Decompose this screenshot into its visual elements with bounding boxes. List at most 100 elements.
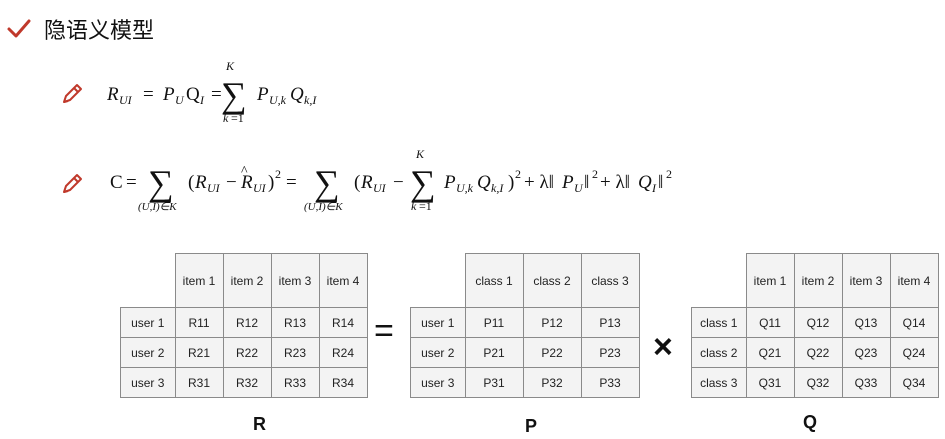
matrix-q-label: Q xyxy=(803,412,818,432)
svg-text:UI: UI xyxy=(373,181,387,195)
table-row: class 2 Q21 Q22 Q23 Q24 xyxy=(691,337,939,368)
svg-text:): ) xyxy=(508,172,514,193)
svg-text:‖: ‖ xyxy=(584,172,589,193)
table-row: user 1 R11 R12 R13 R14 xyxy=(120,307,368,338)
matrix-cell: Q24 xyxy=(889,337,939,368)
table-row: class 1 Q11 Q12 Q13 Q14 xyxy=(691,307,939,338)
svg-text:∑: ∑ xyxy=(148,163,174,203)
svg-text:k: k xyxy=(223,111,229,125)
table-row: user 3 R31 R32 R33 R34 xyxy=(120,367,368,398)
checkmark-icon xyxy=(7,19,31,38)
svg-text:UI: UI xyxy=(253,181,267,195)
matrix-cell: Q23 xyxy=(841,337,891,368)
column-header: item 4 xyxy=(889,253,939,308)
svg-text:P: P xyxy=(162,84,175,105)
row-header: user 3 xyxy=(120,367,176,398)
formula-rui: R UI = P U Q I = K ∑ k =1 P U,k Q k,I xyxy=(106,59,347,137)
page-title: 隐语义模型 xyxy=(44,19,155,44)
svg-text:R: R xyxy=(360,172,373,193)
svg-text:): ) xyxy=(268,172,274,193)
svg-text:2: 2 xyxy=(666,167,672,181)
row-header: user 1 xyxy=(120,307,176,338)
matrix-cell: Q13 xyxy=(841,307,891,338)
table-row: user 1 P11 P12 P13 xyxy=(410,307,640,338)
matrix-cell: Q12 xyxy=(793,307,843,338)
formula-cost-render: C = ∑ (U,I)∈K ( R UI − R ^ UI ) 2 = ∑ (U… xyxy=(110,147,672,213)
matrix-cell: P13 xyxy=(580,307,640,338)
matrix-cell: P21 xyxy=(464,337,524,368)
formula-rui-render: R UI = P U Q I = K ∑ k =1 P U,k Q k,I xyxy=(106,59,317,125)
table-row: class 3 Q31 Q32 Q33 Q34 xyxy=(691,367,939,398)
svg-text:Q: Q xyxy=(186,84,200,105)
matrix-cell: R33 xyxy=(270,367,320,398)
svg-text:∑: ∑ xyxy=(410,163,436,203)
row-header: user 2 xyxy=(410,337,466,368)
svg-text:U,k: U,k xyxy=(456,181,474,195)
column-header: class 3 xyxy=(580,253,640,308)
column-header: item 3 xyxy=(841,253,891,308)
table-row: user 2 P21 P22 P23 xyxy=(410,337,640,368)
table-row: user 3 P31 P32 P33 xyxy=(410,367,640,398)
column-header: item 1 xyxy=(745,253,795,308)
svg-text:−: − xyxy=(393,172,404,193)
matrix-cell: P23 xyxy=(580,337,640,368)
matrix-cell: Q21 xyxy=(745,337,795,368)
matrix-cell: P33 xyxy=(580,367,640,398)
equals-sign: = xyxy=(374,312,394,350)
matrix-p-table: class 1 class 2 class 3 user 1 P11 P12 P… xyxy=(410,253,640,398)
heading-row: 隐语义模型 xyxy=(6,14,154,44)
matrix-cell: R11 xyxy=(174,307,224,338)
matrix-cell: P31 xyxy=(464,367,524,398)
svg-text:UI: UI xyxy=(119,93,133,107)
svg-text:=: = xyxy=(286,172,297,193)
svg-text:(U,I)∈K: (U,I)∈K xyxy=(304,201,343,213)
matrix-cell: P22 xyxy=(522,337,582,368)
svg-text:K: K xyxy=(415,150,425,161)
pencil-icon xyxy=(63,84,82,103)
svg-text:=1: =1 xyxy=(231,111,244,125)
matrix-cell: Q31 xyxy=(745,367,795,398)
svg-text:k: k xyxy=(411,199,417,213)
column-header: item 3 xyxy=(270,253,320,308)
svg-text:−: − xyxy=(226,172,237,193)
matrix-cell: R13 xyxy=(270,307,320,338)
matrix-cell: R12 xyxy=(222,307,272,338)
svg-text:C: C xyxy=(110,172,123,193)
svg-text:U: U xyxy=(574,181,584,195)
matrix-cell: R22 xyxy=(222,337,272,368)
column-header: item 1 xyxy=(174,253,224,308)
svg-text:=: = xyxy=(211,84,222,105)
svg-text:U,k: U,k xyxy=(269,93,287,107)
column-header: item 2 xyxy=(793,253,843,308)
svg-text:P: P xyxy=(443,172,456,193)
times-sign: × xyxy=(653,328,673,366)
svg-text:2: 2 xyxy=(275,167,281,181)
svg-text:∑: ∑ xyxy=(221,75,247,115)
svg-text:Q: Q xyxy=(638,172,652,193)
matrix-cell: Q22 xyxy=(793,337,843,368)
svg-text:I: I xyxy=(651,181,657,195)
matrix-r-table: item 1 item 2 item 3 item 4 user 1 R11 R… xyxy=(120,253,368,398)
svg-text:‖: ‖ xyxy=(658,172,663,193)
svg-text:+ λ‖: + λ‖ xyxy=(524,172,554,193)
svg-text:=1: =1 xyxy=(419,199,432,213)
matrix-cell: R31 xyxy=(174,367,224,398)
matrix-cell: P11 xyxy=(464,307,524,338)
svg-text:I: I xyxy=(199,93,205,107)
matrix-cell: R24 xyxy=(318,337,368,368)
row-header: user 2 xyxy=(120,337,176,368)
svg-text:P: P xyxy=(256,84,269,105)
column-header: class 2 xyxy=(522,253,582,308)
row-header: class 1 xyxy=(691,307,747,338)
svg-text:UI: UI xyxy=(207,181,221,195)
matrix-r-label: R xyxy=(253,414,266,434)
matrix-cell: Q32 xyxy=(793,367,843,398)
matrix-cell: Q14 xyxy=(889,307,939,338)
matrix-cell: R34 xyxy=(318,367,368,398)
matrix-p-label: P xyxy=(525,416,538,436)
svg-text:^: ^ xyxy=(241,164,248,179)
matrix-cell: Q34 xyxy=(889,367,939,398)
matrix-cell: P12 xyxy=(522,307,582,338)
svg-text:R: R xyxy=(107,84,119,105)
column-header: item 2 xyxy=(222,253,272,308)
